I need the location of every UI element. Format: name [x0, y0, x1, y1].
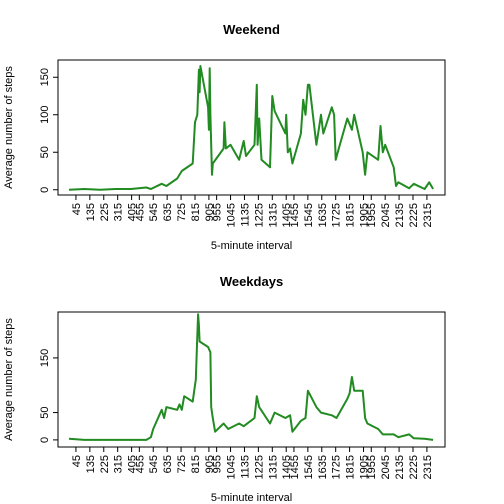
y-tick-label: 0 [39, 187, 51, 193]
x-tick-label: 45 [71, 203, 83, 215]
plot-frame [57, 59, 446, 196]
x-tick-label: 955 [212, 455, 224, 473]
y-axis-label: Average number of steps [3, 318, 15, 441]
y-tick-label: 50 [39, 146, 51, 158]
x-tick-label: 1135 [239, 203, 251, 227]
x-tick-label: 1955 [366, 203, 378, 227]
x-tick-label: 725 [176, 455, 188, 473]
x-tick-label: 315 [113, 203, 125, 221]
x-tick-label: 225 [99, 455, 111, 473]
x-tick-label: 1045 [226, 203, 238, 227]
x-tick-label: 545 [148, 203, 160, 221]
x-tick-label: 1725 [331, 455, 343, 479]
x-tick-label: 635 [162, 455, 174, 473]
x-tick-label: 2315 [422, 203, 434, 227]
x-tick-label: 1315 [267, 203, 279, 227]
x-tick-label: 955 [212, 203, 224, 221]
data-line [68, 313, 434, 441]
x-tick-label: 815 [190, 455, 202, 473]
x-tick-label: 455 [134, 455, 146, 473]
x-tick-label: 2225 [408, 203, 420, 227]
x-tick-label: 2225 [408, 455, 420, 479]
x-tick-label: 315 [113, 455, 125, 473]
y-tick-label: 100 [39, 106, 51, 124]
x-tick-label: 1635 [317, 455, 329, 479]
x-tick-label: 1225 [253, 455, 265, 479]
x-tick-label: 2135 [394, 455, 406, 479]
x-tick-label: 2045 [380, 203, 392, 227]
x-axis-label: 5-minute interval [211, 240, 292, 252]
x-tick-label: 2315 [422, 455, 434, 479]
chart-title: Weekdays [220, 274, 283, 289]
x-tick-label: 905 [204, 203, 216, 221]
x-tick-label: 1225 [253, 203, 265, 227]
x-tick-label: 1135 [239, 455, 251, 479]
x-tick-label: 1405 [281, 455, 293, 479]
x-tick-label: 135 [85, 455, 97, 473]
x-tick-label: 815 [190, 203, 202, 221]
x-tick-label: 1815 [345, 203, 357, 227]
x-tick-label: 1905 [359, 455, 371, 479]
x-tick-label: 1815 [345, 455, 357, 479]
x-axis-label: 5-minute interval [211, 492, 292, 504]
y-tick-label: 0 [39, 437, 51, 443]
x-tick-label: 1955 [366, 455, 378, 479]
x-tick-label: 45 [71, 455, 83, 467]
x-tick-label: 2045 [380, 455, 392, 479]
x-tick-label: 1455 [289, 203, 301, 227]
y-tick-label: 50 [39, 406, 51, 418]
chart-title: Weekend [223, 22, 280, 37]
x-tick-label: 455 [134, 203, 146, 221]
x-tick-label: 1725 [331, 203, 343, 227]
x-tick-label: 2135 [394, 203, 406, 227]
x-tick-label: 1315 [267, 455, 279, 479]
x-tick-label: 545 [148, 455, 160, 473]
y-axis-label: Average number of steps [3, 66, 15, 189]
data-line [68, 65, 434, 191]
x-tick-label: 225 [99, 203, 111, 221]
x-tick-label: 405 [127, 455, 139, 473]
x-tick-label: 1545 [303, 455, 315, 479]
x-tick-label: 1455 [289, 455, 301, 479]
x-tick-label: 405 [127, 203, 139, 221]
x-tick-label: 1545 [303, 203, 315, 227]
x-tick-label: 1045 [226, 455, 238, 479]
plot-frame [57, 311, 446, 448]
y-tick-label: 150 [39, 68, 51, 86]
x-tick-label: 1635 [317, 203, 329, 227]
x-tick-label: 635 [162, 203, 174, 221]
y-tick-label: 150 [39, 349, 51, 367]
x-tick-label: 135 [85, 203, 97, 221]
x-tick-label: 905 [204, 455, 216, 473]
x-tick-label: 1405 [281, 203, 293, 227]
x-tick-label: 725 [176, 203, 188, 221]
x-tick-label: 1905 [359, 203, 371, 227]
